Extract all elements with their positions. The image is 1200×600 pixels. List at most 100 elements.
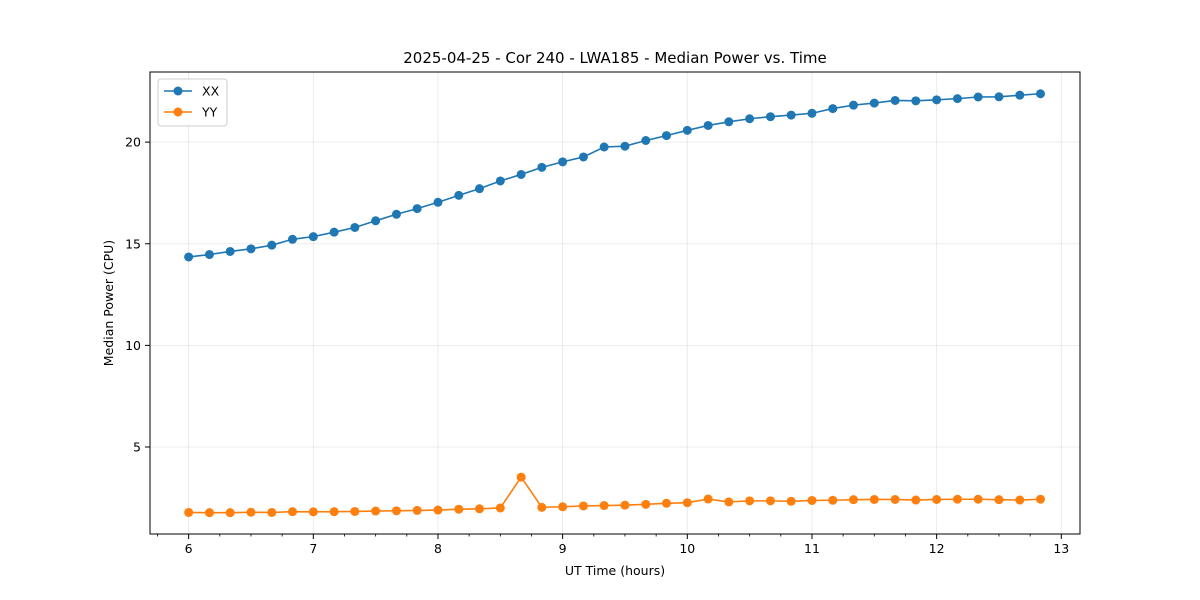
data-point-yy	[392, 506, 401, 515]
data-point-yy	[579, 501, 588, 510]
data-point-xx	[433, 198, 442, 207]
data-point-xx	[205, 250, 214, 259]
data-point-yy	[787, 497, 796, 506]
y-tick-label: 10	[125, 338, 141, 353]
data-point-yy	[849, 495, 858, 504]
data-point-yy	[558, 502, 567, 511]
data-point-yy	[807, 496, 816, 505]
data-point-xx	[350, 223, 359, 232]
legend: XX YY	[158, 79, 227, 126]
data-point-yy	[267, 508, 276, 517]
data-point-yy	[1015, 496, 1024, 505]
data-point-xx	[953, 94, 962, 103]
x-tick-label: 8	[434, 541, 442, 556]
line-chart: 6 7 8 9 10 11 12 13 5101520 2025-04-25 - Cor 24…	[0, 0, 1200, 600]
data-point-xx	[807, 109, 816, 118]
data-point-yy	[246, 508, 255, 517]
data-point-yy	[932, 495, 941, 504]
data-point-xx	[870, 99, 879, 108]
data-point-yy	[766, 496, 775, 505]
data-point-yy	[911, 496, 920, 505]
data-point-yy	[724, 497, 733, 506]
data-point-xx	[226, 247, 235, 256]
data-point-yy	[184, 508, 193, 517]
data-point-xx	[891, 96, 900, 105]
data-point-yy	[600, 501, 609, 510]
data-point-xx	[911, 96, 920, 105]
data-point-yy	[371, 507, 380, 516]
data-point-yy	[828, 496, 837, 505]
data-point-xx	[454, 191, 463, 200]
data-point-xx	[932, 95, 941, 104]
data-point-yy	[475, 504, 484, 513]
data-point-yy	[704, 495, 713, 504]
data-point-xx	[828, 104, 837, 113]
data-point-yy	[662, 499, 671, 508]
data-point-yy	[350, 507, 359, 516]
data-point-xx	[579, 152, 588, 161]
data-point-yy	[413, 506, 422, 515]
data-point-yy	[537, 503, 546, 512]
data-point-xx	[849, 101, 858, 110]
data-point-xx	[787, 111, 796, 120]
x-tick-label: 11	[804, 541, 820, 556]
data-point-yy	[745, 496, 754, 505]
data-point-xx	[724, 117, 733, 126]
data-point-xx	[994, 92, 1003, 101]
x-tick-label: 10	[679, 541, 695, 556]
data-point-xx	[745, 114, 754, 123]
data-point-xx	[974, 93, 983, 102]
data-point-xx	[309, 232, 318, 241]
data-point-yy	[641, 500, 650, 509]
x-tick-label: 7	[309, 541, 317, 556]
data-point-yy	[309, 507, 318, 516]
data-point-xx	[1036, 89, 1045, 98]
data-point-xx	[475, 184, 484, 193]
data-point-xx	[620, 142, 629, 151]
y-tick-label: 15	[125, 236, 141, 251]
data-point-xx	[371, 216, 380, 225]
legend-label: YY	[201, 105, 218, 120]
data-point-yy	[433, 506, 442, 515]
data-point-yy	[496, 503, 505, 512]
x-tick-label: 6	[185, 541, 193, 556]
data-point-xx	[330, 228, 339, 237]
legend-marker	[174, 87, 183, 96]
data-point-xx	[641, 136, 650, 145]
data-point-yy	[330, 507, 339, 516]
data-point-xx	[517, 170, 526, 179]
data-point-yy	[953, 495, 962, 504]
data-point-yy	[974, 495, 983, 504]
data-point-yy	[620, 501, 629, 510]
data-point-yy	[870, 495, 879, 504]
legend-label: XX	[202, 84, 220, 99]
data-point-xx	[288, 235, 297, 244]
data-point-yy	[891, 495, 900, 504]
data-point-xx	[267, 241, 276, 250]
y-tick-label: 5	[133, 440, 141, 455]
y-tick-label: 20	[125, 135, 141, 150]
data-point-xx	[766, 112, 775, 121]
x-axis-label: UT Time (hours)	[565, 563, 665, 578]
data-point-xx	[392, 210, 401, 219]
x-tick-label: 13	[1053, 541, 1069, 556]
data-point-yy	[683, 498, 692, 507]
data-point-yy	[517, 473, 526, 482]
x-tick-label: 12	[929, 541, 945, 556]
data-point-yy	[226, 508, 235, 517]
data-point-xx	[600, 143, 609, 152]
x-tick-label: 9	[559, 541, 567, 556]
data-point-yy	[454, 505, 463, 514]
data-point-yy	[994, 495, 1003, 504]
data-point-xx	[683, 126, 692, 135]
data-point-xx	[184, 252, 193, 261]
data-point-xx	[413, 204, 422, 213]
y-axis-label: Median Power (CPU)	[101, 240, 116, 366]
data-point-xx	[558, 157, 567, 166]
data-point-xx	[662, 131, 671, 140]
data-point-xx	[537, 163, 546, 172]
data-point-xx	[496, 176, 505, 185]
data-point-yy	[205, 508, 214, 517]
legend-marker	[174, 108, 183, 117]
data-point-xx	[246, 244, 255, 253]
